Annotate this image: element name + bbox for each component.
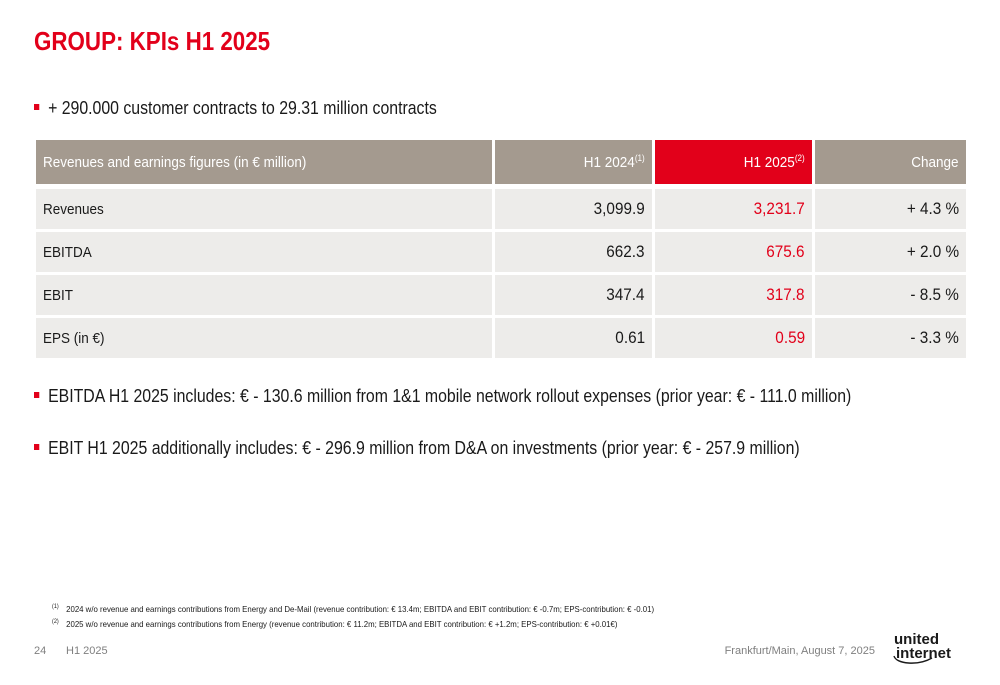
header-change: Change — [911, 153, 959, 171]
header-label: Revenues and earnings figures (in € mill… — [43, 153, 307, 171]
header-h1-2025-cell: H1 2025(2) — [655, 140, 812, 184]
row-h1-2024: 3,099.9 — [593, 199, 645, 218]
bullet-text: + 290.000 customer contracts to 29.31 mi… — [48, 98, 437, 118]
footnote-text: 2024 w/o revenue and earnings contributi… — [66, 603, 655, 614]
row-h1-2025: 0.59 — [775, 328, 805, 347]
row-h1-2025-cell: 675.6 — [655, 232, 812, 272]
row-h1-2024: 347.4 — [606, 285, 645, 304]
header-label-cell: Revenues and earnings figures (in € mill… — [36, 140, 492, 184]
page-number: 24 — [34, 645, 47, 657]
row-h1-2024-cell: 0.61 — [495, 318, 652, 358]
header-change-cell: Change — [815, 140, 966, 184]
footnotes: (1) 2024 w/o revenue and earnings contrib… — [52, 601, 654, 631]
row-change-cell: - 8.5 % — [815, 275, 966, 315]
row-h1-2025-cell: 3,231.7 — [655, 189, 812, 229]
row-label: EBITDA — [43, 243, 92, 261]
bullet-square-icon — [34, 104, 40, 111]
row-h1-2025: 3,231.7 — [753, 199, 805, 218]
footer-place-date: Frankfurt/Main, August 7, 2025 — [724, 645, 875, 657]
row-label: EBIT — [43, 286, 74, 304]
table-row: EBITDA 662.3 675.6 + 2.0 % — [36, 232, 966, 272]
row-h1-2025-cell: 0.59 — [655, 318, 812, 358]
table-row: EBIT 347.4 317.8 - 8.5 % — [36, 275, 966, 315]
bullet-text: EBIT H1 2025 additionally includes: € - … — [48, 438, 800, 458]
bullet-square-icon — [34, 392, 40, 399]
header-h1-2025: H1 2025 — [744, 154, 796, 171]
row-h1-2024-cell: 3,099.9 — [495, 189, 652, 229]
footnote-text: 2025 w/o revenue and earnings contributi… — [66, 618, 618, 629]
footnote-mark: (2) — [52, 618, 59, 625]
row-h1-2025: 675.6 — [766, 242, 805, 261]
row-label: Revenues — [43, 200, 104, 218]
united-internet-logo: united internet — [893, 631, 951, 664]
row-h1-2024: 662.3 — [606, 242, 645, 261]
row-change-cell: + 2.0 % — [815, 232, 966, 272]
row-change: - 8.5 % — [910, 285, 959, 304]
table-header-row: Revenues and earnings figures (in € mill… — [36, 140, 966, 184]
row-h1-2024-cell: 662.3 — [495, 232, 652, 272]
logo-swoosh — [893, 655, 933, 664]
row-change: + 2.0 % — [906, 242, 959, 261]
header-h1-2024-cell: H1 2024(1) — [495, 140, 652, 184]
table-row: EPS (in €) 0.61 0.59 - 3.3 % — [36, 318, 966, 358]
footnote-mark: (1) — [52, 604, 59, 610]
footer-period: H1 2025 — [66, 645, 108, 657]
bullet-text: EBITDA H1 2025 includes: € - 130.6 milli… — [48, 386, 852, 406]
row-h1-2025-cell: 317.8 — [655, 275, 812, 315]
logo-text-united: united — [894, 631, 939, 648]
row-h1-2024: 0.61 — [615, 328, 645, 347]
row-change: + 4.3 % — [906, 199, 959, 218]
bullet-square-icon — [34, 444, 40, 451]
row-change-cell: - 3.3 % — [815, 318, 966, 358]
bullet-ebit-note: EBIT H1 2025 additionally includes: € - … — [34, 438, 800, 459]
row-label-cell: Revenues — [36, 189, 492, 229]
page-title: GROUP: KPIs H1 2025 — [34, 26, 271, 56]
header-h1-2024: H1 2024 — [584, 154, 636, 171]
row-label-cell: EPS (in €) — [36, 318, 492, 358]
bullet-customer-contracts: + 290.000 customer contracts to 29.31 mi… — [34, 98, 437, 119]
row-label-cell: EBITDA — [36, 232, 492, 272]
logo-text-internet: internet — [896, 645, 951, 662]
table-row: Revenues 3,099.9 3,231.7 + 4.3 % — [36, 189, 966, 229]
row-h1-2025: 317.8 — [766, 285, 805, 304]
row-label: EPS (in €) — [43, 329, 105, 347]
row-label-cell: EBIT — [36, 275, 492, 315]
bullet-ebitda-note: EBITDA H1 2025 includes: € - 130.6 milli… — [34, 386, 851, 407]
row-h1-2024-cell: 347.4 — [495, 275, 652, 315]
kpi-table: Revenues and earnings figures (in € mill… — [36, 140, 966, 361]
footnote-1: (1) 2024 w/o revenue and earnings contrib… — [52, 601, 654, 616]
footnote-ref-1: (1) — [635, 153, 645, 163]
row-change-cell: + 4.3 % — [815, 189, 966, 229]
footnote-2: (2) 2025 w/o revenue and earnings contrib… — [52, 616, 654, 631]
row-change: - 3.3 % — [910, 328, 959, 347]
footnote-ref-2: (2) — [795, 153, 805, 163]
